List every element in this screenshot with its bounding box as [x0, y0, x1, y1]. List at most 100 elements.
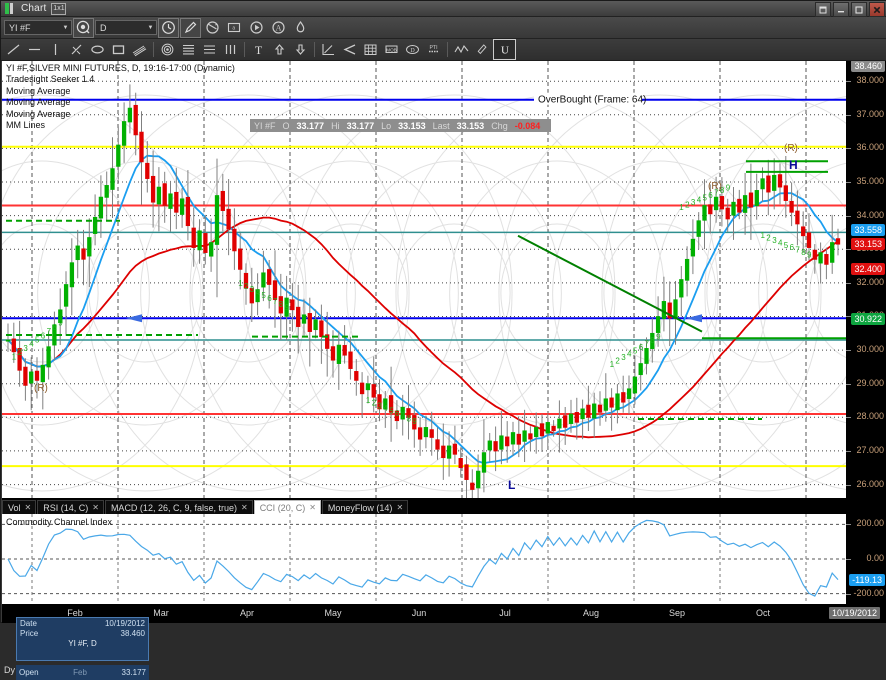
svg-text:2: 2 [244, 282, 249, 291]
price-axis-tick [846, 316, 851, 317]
data-tooltip-box: Date 10/19/2012 Price 38.460 YI #F, D [16, 617, 149, 661]
chevron-down-icon[interactable]: ▼ [62, 24, 69, 31]
svg-text:4: 4 [256, 288, 261, 297]
horizontal-line-icon[interactable] [24, 40, 45, 59]
svg-text:6: 6 [639, 343, 644, 352]
price-pane[interactable]: OverBought (Frame: 64) 1 2 3 4 5 6 7 8 9 1 2 3 4 5 6 7 8 9… [2, 61, 846, 498]
svg-text:2: 2 [766, 234, 771, 243]
fib-timezone-icon[interactable] [199, 40, 220, 59]
indicator-tab-moneyflow[interactable]: MoneyFlow (14) ✕ [321, 500, 409, 514]
fib-circle-icon[interactable] [157, 40, 178, 59]
chevron-down-icon-interval[interactable]: ▼ [147, 24, 154, 31]
svg-text:7: 7 [714, 189, 719, 198]
eraser-icon[interactable] [472, 40, 493, 59]
water-drop-icon[interactable] [290, 18, 311, 38]
rectangle-icon[interactable] [108, 40, 129, 59]
databox-open-value: 33.177 [121, 668, 146, 677]
interval-clock-icon[interactable] [158, 17, 179, 38]
maximize-button[interactable] [851, 2, 867, 17]
indicator-tab-label: Vol [8, 502, 21, 513]
crossline-icon[interactable] [66, 40, 87, 59]
databox-symbol-line: YI #F, D [68, 639, 97, 648]
indicator-tab-vol[interactable]: Vol ✕ [2, 500, 37, 514]
grid-icon[interactable] [360, 40, 381, 59]
price-axis[interactable]: 38.00037.00036.00035.00034.00033.00032.0… [846, 61, 886, 498]
price-chart-canvas[interactable]: OverBought (Frame: 64)1 2 3 4 5 6 7 8 91 2 3 4 5 6 7 8 9… [2, 61, 846, 498]
cci-axis-label-0: 200.00 [856, 518, 884, 528]
svg-text:4: 4 [697, 196, 702, 205]
close-button[interactable] [869, 2, 885, 17]
svg-text:1: 1 [610, 360, 615, 369]
ellipse-icon[interactable] [87, 40, 108, 59]
svg-text:6: 6 [267, 294, 272, 303]
indicator-tab-rsi[interactable]: RSI (14, C) ✕ [37, 500, 104, 514]
date-axis-label-aug: Aug [582, 608, 600, 618]
vertical-line-icon[interactable] [45, 40, 66, 59]
chart-marker-L-4: L [508, 478, 516, 492]
svg-text:2: 2 [18, 348, 23, 357]
cci-axis-tick [846, 524, 851, 525]
snapshot-icon[interactable]: a [224, 18, 245, 38]
minimize-button[interactable] [833, 2, 849, 17]
interval-input[interactable]: D ▼ [95, 20, 157, 35]
chart-title: YI #F,SILVER MINI FUTURES, D, 19:16-17:0… [6, 63, 235, 73]
arrow-up-icon[interactable] [269, 40, 290, 59]
zigzag-icon[interactable] [451, 40, 472, 59]
close-icon[interactable]: ✕ [309, 503, 316, 512]
svg-text:3: 3 [772, 236, 777, 245]
close-icon[interactable]: ✕ [396, 503, 404, 512]
study-label-1[interactable]: Moving Average [6, 86, 71, 96]
close-icon[interactable]: ✕ [240, 503, 248, 512]
indicator-tab-cci[interactable]: CCI (20, C) ✕ [253, 500, 321, 514]
symbol-lookup-icon[interactable] [73, 17, 94, 38]
fib-retracement-icon[interactable] [178, 40, 199, 59]
day-mode-label[interactable]: Dy [4, 665, 15, 675]
svg-text:9: 9 [726, 184, 731, 193]
text-icon[interactable]: T [248, 40, 269, 59]
price-axis-tick [846, 249, 851, 250]
price-axis-label-1: 37.000 [856, 109, 884, 119]
quote-last-value: 33.153 [456, 120, 485, 131]
price-axis-tick [846, 182, 851, 183]
tirone-icon[interactable]: D [402, 40, 423, 59]
svg-text:2: 2 [372, 399, 377, 408]
study-label-2[interactable]: Moving Average [6, 97, 71, 107]
svg-text:7: 7 [401, 412, 406, 421]
play-icon[interactable] [246, 18, 267, 38]
databox-date-label: Date [20, 618, 37, 628]
pti-icon[interactable]: PTI [423, 40, 444, 59]
parallel-channel-icon[interactable] [129, 40, 150, 59]
alert-icon[interactable]: A [268, 18, 289, 38]
symbol-input[interactable]: YI #F ▼ [4, 20, 72, 35]
quote-chg-value: -0.084 [514, 120, 541, 131]
study-label-0[interactable]: Tradesight Seeker 1.4 [6, 74, 95, 84]
mob-icon[interactable]: MOB [381, 40, 402, 59]
study-label-3[interactable]: Moving Average [6, 109, 71, 119]
undo-icon[interactable]: U [493, 39, 516, 60]
close-icon[interactable]: ✕ [92, 503, 99, 512]
arrow-down-icon[interactable] [290, 40, 311, 59]
price-axis-highlight-red: 33.153 [851, 238, 885, 250]
svg-text:1: 1 [366, 396, 371, 405]
regression-icon[interactable] [318, 40, 339, 59]
cci-chart-canvas[interactable] [2, 514, 846, 604]
svg-text:1: 1 [761, 231, 766, 240]
databox-open-label: Open [19, 668, 39, 677]
andrews-pitchfork-icon[interactable] [339, 40, 360, 59]
indicator-tab-macd[interactable]: MACD (12, 26, C, 9, false, true) ✕ [104, 500, 253, 514]
svg-text:9: 9 [285, 303, 290, 312]
refresh-icon[interactable] [202, 18, 223, 38]
draw-pencil-icon[interactable] [180, 17, 201, 38]
indicator-axis[interactable]: 200.00 0.00 -200.00 -119.13 [846, 514, 886, 604]
trendline-icon[interactable] [3, 40, 24, 59]
cci-axis-label-2: -200.00 [853, 588, 884, 598]
indicator-pane[interactable]: Commodity Channel Index [2, 514, 846, 604]
svg-text:8: 8 [650, 336, 655, 345]
cci-axis-label-1: 0.00 [866, 553, 884, 563]
close-icon[interactable]: ✕ [24, 503, 32, 512]
study-label-4[interactable]: MM Lines [6, 120, 46, 130]
restore-button[interactable] [815, 2, 831, 17]
fib-fan-icon[interactable] [220, 40, 241, 59]
date-axis[interactable]: Feb Mar Apr May Jun Jul Aug Sep Oct 10/19/2012 [2, 604, 886, 623]
window-controls [815, 2, 885, 17]
